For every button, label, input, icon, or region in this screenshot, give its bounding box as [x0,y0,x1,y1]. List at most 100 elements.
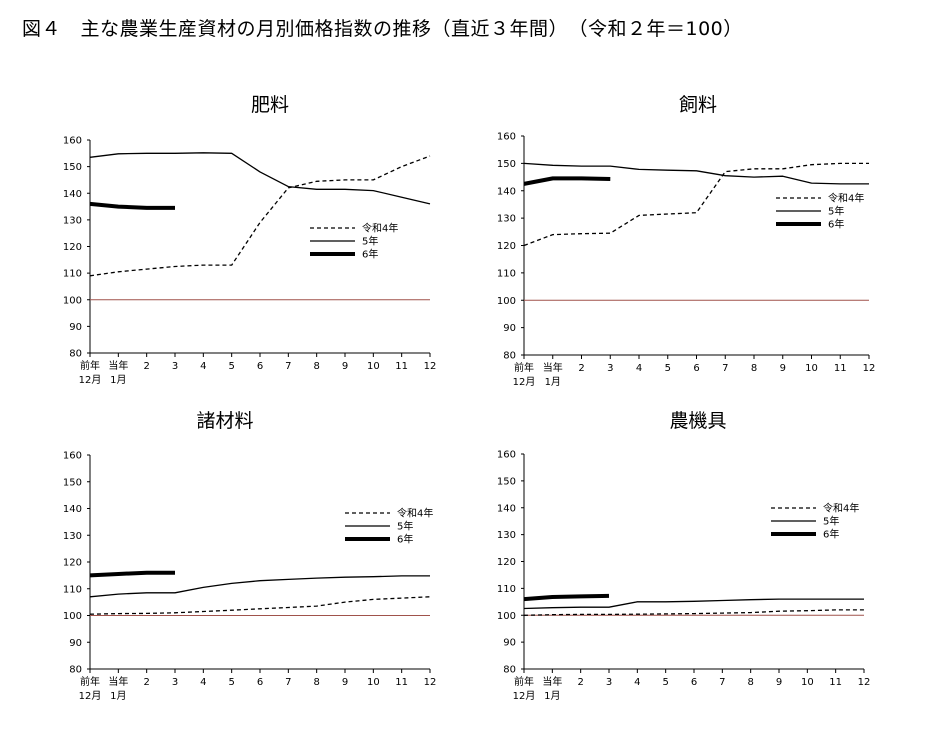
x-tick-sublabel: 1月 [544,690,560,702]
x-tick-label: 9 [342,677,348,688]
x-tick-label: 10 [367,677,380,688]
series-line-0 [523,162,869,247]
chart-panel-fertilizer: 肥料 160 150 140 130 120 110 100 90 80 前年 当年 2 3 4 5 6 7 8 9… [0,80,466,400]
x-tick-sublabel: 1月 [110,374,126,386]
x-tick-label: 前年 [80,359,100,372]
x-tick-label: 当年 [108,675,128,688]
x-tick-label: 11 [829,677,842,688]
chart-panel-materials: 諸材料 160 150 140 130 120 110 100 90 80 前年 当年 2 3 4 5 6 7 8… [0,398,466,729]
x-tick-label: 5 [228,677,234,688]
y-tick-label: 80 [69,665,82,676]
legend-label: 令和4年 [362,222,398,235]
x-tick-label: 7 [722,363,728,374]
x-tick-sublabel: 12月 [513,690,536,702]
legend-label: 5年 [397,520,413,533]
legend-label: 6年 [828,218,844,231]
x-tick-sublabel: 1月 [110,690,126,702]
x-tick-label: 5 [662,677,668,688]
x-tick-label: 2 [143,361,149,372]
x-tick-label: 2 [143,677,149,688]
y-tick-label: 160 [63,451,82,462]
series-line-0 [89,596,431,615]
series-line-2 [89,201,175,210]
legend-label: 令和4年 [823,502,859,515]
x-tick-sublabel: 12月 [513,376,536,388]
chart-panel-machinery: 農機具 160 150 140 130 120 110 100 90 80 前年 当年 2 3 4 5 6 7 8… [466,398,933,729]
x-tick-label: 10 [805,363,818,374]
x-tick-label: 3 [172,361,178,372]
x-tick-label: 5 [665,363,671,374]
x-tick-label: 9 [342,361,348,372]
chart-title: 諸材料 [196,410,254,432]
chart-title: 飼料 [678,94,717,116]
y-tick-label: 160 [497,450,516,461]
legend-label: 5年 [823,515,839,528]
x-tick-label: 7 [285,677,291,688]
legend-label: 令和4年 [397,507,433,520]
y-tick-label: 90 [503,323,516,334]
series-line-0 [89,155,431,277]
x-tick-label: 6 [691,677,697,688]
y-tick-label: 90 [503,638,516,649]
x-tick-label: 9 [776,677,782,688]
x-tick-label: 当年 [542,675,562,688]
series-line-2 [89,570,175,578]
x-tick-label: 11 [395,677,408,688]
x-tick-label: 8 [751,363,757,374]
x-tick-label: 前年 [514,675,534,688]
x-tick-label: 当年 [108,359,128,372]
legend-label: 6年 [362,248,378,261]
series-line-2 [523,593,610,602]
chart-panel-feed: 飼料 160 150 140 130 120 110 100 90 80 前年 当年 2 3 4 5 6 7 8 9… [466,80,933,400]
series-line-1 [523,598,864,610]
x-tick-label: 2 [578,363,584,374]
chart-title: 農機具 [669,410,727,432]
x-tick-label: 10 [367,361,380,372]
y-tick-label: 110 [63,584,82,595]
x-tick-label: 当年 [543,361,563,374]
y-tick-label: 120 [497,557,516,568]
y-tick-label: 120 [63,558,82,569]
x-tick-label: 12 [424,361,437,372]
y-tick-label: 80 [503,351,516,362]
y-tick-label: 90 [69,638,82,649]
y-tick-label: 140 [63,189,82,200]
x-tick-label: 10 [801,677,814,688]
x-tick-label: 8 [313,361,319,372]
x-tick-label: 7 [719,677,725,688]
x-tick-label: 11 [395,361,408,372]
x-tick-label: 3 [172,677,178,688]
x-tick-label: 4 [200,677,206,688]
x-tick-label: 6 [693,363,699,374]
x-tick-label: 4 [200,361,206,372]
y-tick-label: 160 [497,132,516,143]
y-tick-label: 160 [63,136,82,147]
x-tick-label: 前年 [80,675,100,688]
y-tick-label: 150 [63,477,82,488]
page-title: 図４ 主な農業生産資材の月別価格指数の推移（直近３年間） （令和２年＝100） [22,18,743,40]
x-tick-label: 12 [424,677,437,688]
x-tick-label: 前年 [514,361,534,374]
y-tick-label: 80 [69,349,82,360]
y-tick-label: 80 [503,665,516,676]
y-tick-label: 140 [497,186,516,197]
legend-label: 6年 [397,533,413,546]
y-tick-label: 100 [63,611,82,622]
y-tick-label: 130 [497,214,516,225]
x-tick-label: 11 [834,363,847,374]
y-tick-label: 140 [497,503,516,514]
x-tick-label: 7 [285,361,291,372]
series-line-0 [523,609,864,616]
y-tick-label: 120 [497,241,516,252]
x-tick-label: 8 [313,677,319,688]
y-tick-label: 150 [497,159,516,170]
series-line-2 [523,176,611,186]
y-tick-label: 130 [63,531,82,542]
legend-label: 6年 [823,528,839,541]
y-tick-label: 100 [63,295,82,306]
legend-label: 5年 [362,235,378,248]
